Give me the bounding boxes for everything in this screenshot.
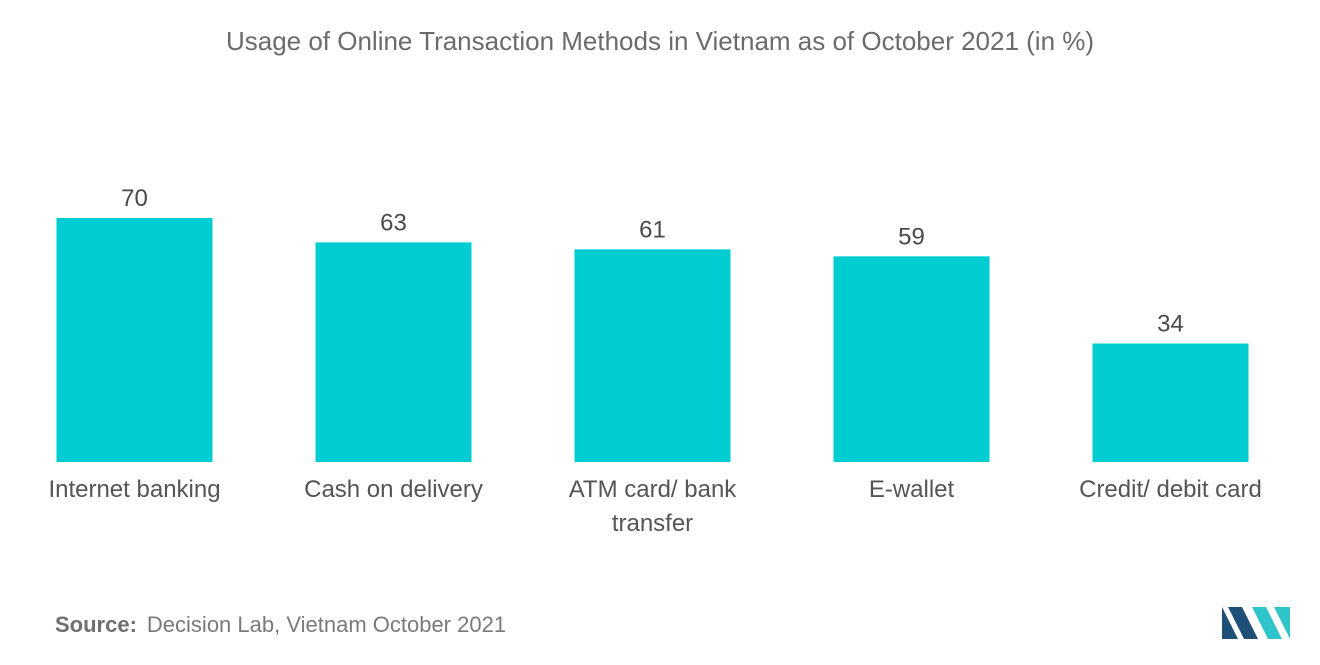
bar-4 bbox=[1092, 343, 1249, 462]
category-label-3: E-wallet bbox=[869, 476, 955, 503]
category-label-4: Credit/ debit card bbox=[1079, 476, 1262, 503]
bars-group bbox=[56, 218, 1249, 462]
logo-shape-left bbox=[1222, 607, 1238, 639]
category-label-0: Internet banking bbox=[48, 476, 220, 503]
logo-shape-right bbox=[1274, 607, 1290, 639]
chart-title: Usage of Online Transaction Methods in V… bbox=[225, 26, 1095, 56]
value-labels-group: 70 63 61 59 34 bbox=[121, 185, 1184, 337]
source-label: Source: bbox=[55, 612, 137, 637]
category-label-1: Cash on delivery bbox=[304, 476, 483, 503]
value-label-1: 63 bbox=[380, 209, 407, 236]
value-label-2: 61 bbox=[639, 216, 666, 243]
source-text: Decision Lab, Vietnam October 2021 bbox=[146, 612, 507, 637]
logo-shape-mid-light bbox=[1252, 607, 1282, 639]
bar-2 bbox=[574, 249, 731, 462]
logo-shape-mid-dark bbox=[1228, 607, 1258, 639]
category-label-2-line-1: transfer bbox=[612, 510, 693, 537]
source-note: Source: Decision Lab, Vietnam October 202… bbox=[55, 612, 506, 638]
value-label-3: 59 bbox=[898, 223, 925, 250]
bar-3 bbox=[833, 256, 990, 462]
bar-1 bbox=[315, 242, 472, 462]
bar-0 bbox=[56, 218, 213, 462]
mordor-logo-icon bbox=[1222, 607, 1290, 639]
category-labels-group: Internet banking Cash on delivery ATM card… bbox=[48, 476, 1261, 537]
value-label-0: 70 bbox=[121, 185, 148, 212]
category-label-2-line-0: ATM card/ bank bbox=[569, 476, 738, 503]
value-label-4: 34 bbox=[1157, 310, 1184, 337]
